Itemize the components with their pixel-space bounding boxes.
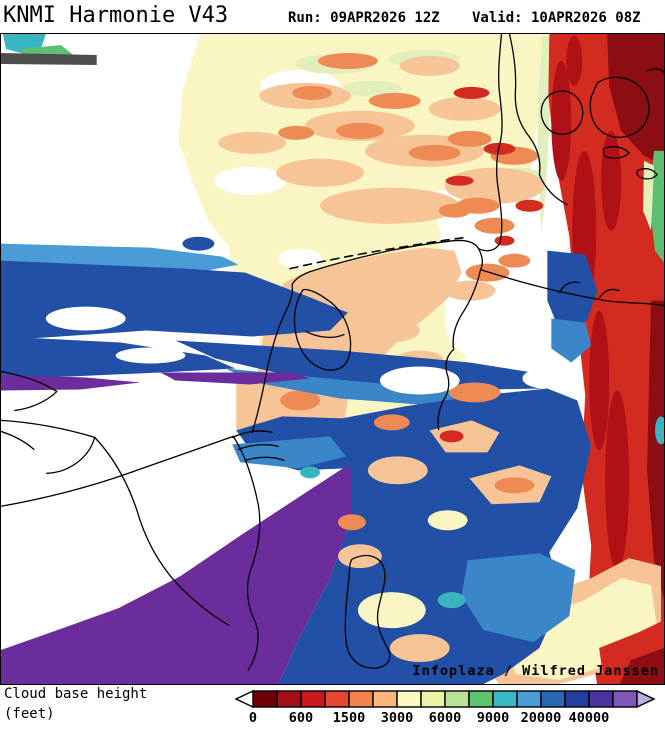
colorbar-cell [540, 690, 566, 708]
valid-time-label: Valid: 10APR2026 08Z [472, 10, 641, 26]
colorbar-tick-label: 0 [249, 710, 257, 726]
cloud-base-map-svg [1, 34, 664, 684]
legend-title: Cloud base height [4, 686, 148, 702]
model-title: KNMI Harmonie V43 [3, 3, 229, 28]
header: KNMI Harmonie V43 Run: 09APR2026 12Z Val… [0, 0, 665, 33]
colorbar-cell [564, 690, 590, 708]
colorbar-cell [516, 690, 542, 708]
colorbar-cell [324, 690, 350, 708]
legend: Cloud base height (feet) 0 600 1500 3000 600… [0, 685, 665, 735]
colorbar-right-arrow [636, 689, 656, 709]
layer-purple-band [1, 372, 352, 684]
coastlines [1, 34, 664, 671]
colorbar-tick-label: 20000 [521, 710, 562, 726]
colorbar-cell [612, 690, 638, 708]
colorbar: 0 600 1500 3000 6000 9000 20000 40000 [234, 689, 656, 726]
colorbar-tick-label: 1500 [333, 710, 366, 726]
colorbar-cell [492, 690, 518, 708]
colorbar-cell [444, 690, 470, 708]
layer-blue-band [1, 236, 598, 684]
colorbar-cell [348, 690, 374, 708]
attribution-text: Infoplaza / Wilfred Janssen [412, 663, 659, 679]
colorbar-tick-label: 6000 [429, 710, 462, 726]
colorbar-cell [396, 690, 422, 708]
colorbar-tick-label: 600 [289, 710, 313, 726]
colorbar-cell [300, 690, 326, 708]
colorbar-cell [252, 690, 278, 708]
forecast-map: Infoplaza / Wilfred Janssen [0, 33, 665, 685]
colorbar-tick-label: 3000 [381, 710, 414, 726]
colorbar-tick-label: 40000 [569, 710, 610, 726]
colorbar-cell [588, 690, 614, 708]
colorbar-cell [372, 690, 398, 708]
layer-corner-specks [1, 34, 97, 65]
colorbar-cell [468, 690, 494, 708]
colorbar-tick-label: 9000 [477, 710, 510, 726]
run-time-label: Run: 09APR2026 12Z [288, 10, 440, 26]
legend-unit: (feet) [4, 706, 55, 722]
colorbar-left-arrow [234, 689, 254, 709]
layer-red-band [481, 34, 664, 684]
colorbar-cell [276, 690, 302, 708]
colorbar-cell [420, 690, 446, 708]
